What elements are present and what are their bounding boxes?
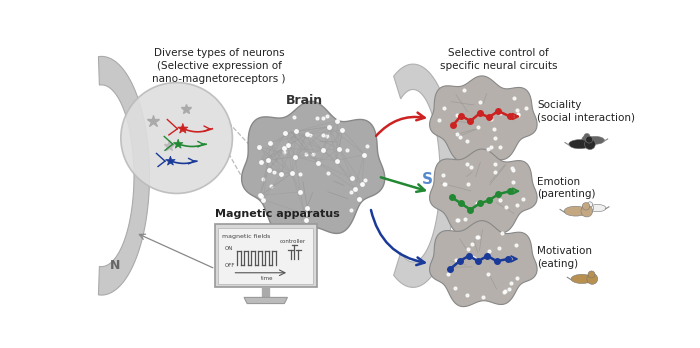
Text: Diverse types of neurons
(Selective expression of
nano-magnetoreceptors ): Diverse types of neurons (Selective expr… bbox=[153, 48, 286, 84]
Circle shape bbox=[585, 204, 594, 212]
Text: OFF: OFF bbox=[225, 263, 235, 268]
Polygon shape bbox=[244, 298, 288, 303]
Circle shape bbox=[587, 274, 598, 284]
FancyBboxPatch shape bbox=[218, 228, 313, 284]
Text: Emotion
(parenting): Emotion (parenting) bbox=[537, 177, 596, 199]
Text: Motivation
(eating): Motivation (eating) bbox=[537, 246, 592, 269]
Circle shape bbox=[582, 136, 591, 145]
FancyArrowPatch shape bbox=[376, 113, 425, 136]
Text: time: time bbox=[260, 276, 273, 281]
Circle shape bbox=[582, 203, 589, 210]
Polygon shape bbox=[430, 76, 537, 162]
Polygon shape bbox=[430, 149, 537, 235]
Circle shape bbox=[584, 139, 596, 150]
Ellipse shape bbox=[569, 140, 591, 149]
Text: Brain: Brain bbox=[286, 94, 323, 107]
Ellipse shape bbox=[589, 205, 606, 212]
FancyArrowPatch shape bbox=[381, 177, 425, 192]
Circle shape bbox=[586, 136, 593, 143]
Circle shape bbox=[121, 82, 232, 193]
Text: Sociality
(social interaction): Sociality (social interaction) bbox=[537, 100, 635, 122]
Text: S: S bbox=[421, 172, 433, 187]
Text: controller: controller bbox=[280, 239, 306, 244]
Ellipse shape bbox=[564, 206, 587, 216]
Text: ON: ON bbox=[225, 246, 233, 251]
Text: magnetic fields: magnetic fields bbox=[222, 234, 270, 239]
Polygon shape bbox=[241, 101, 385, 237]
Polygon shape bbox=[99, 56, 150, 295]
Text: N: N bbox=[109, 259, 120, 271]
Circle shape bbox=[588, 271, 595, 278]
Polygon shape bbox=[166, 156, 175, 165]
Circle shape bbox=[581, 205, 593, 217]
Ellipse shape bbox=[571, 274, 593, 284]
Polygon shape bbox=[178, 124, 188, 133]
FancyArrowPatch shape bbox=[371, 210, 425, 265]
Polygon shape bbox=[174, 139, 183, 148]
Text: Magnetic apparatus: Magnetic apparatus bbox=[216, 209, 340, 219]
Polygon shape bbox=[430, 221, 537, 307]
Polygon shape bbox=[393, 64, 456, 287]
Circle shape bbox=[584, 134, 590, 140]
Text: Selective control of
specific neural circuits: Selective control of specific neural cir… bbox=[440, 48, 557, 71]
Circle shape bbox=[587, 202, 593, 207]
FancyBboxPatch shape bbox=[215, 224, 317, 287]
Ellipse shape bbox=[586, 136, 604, 144]
